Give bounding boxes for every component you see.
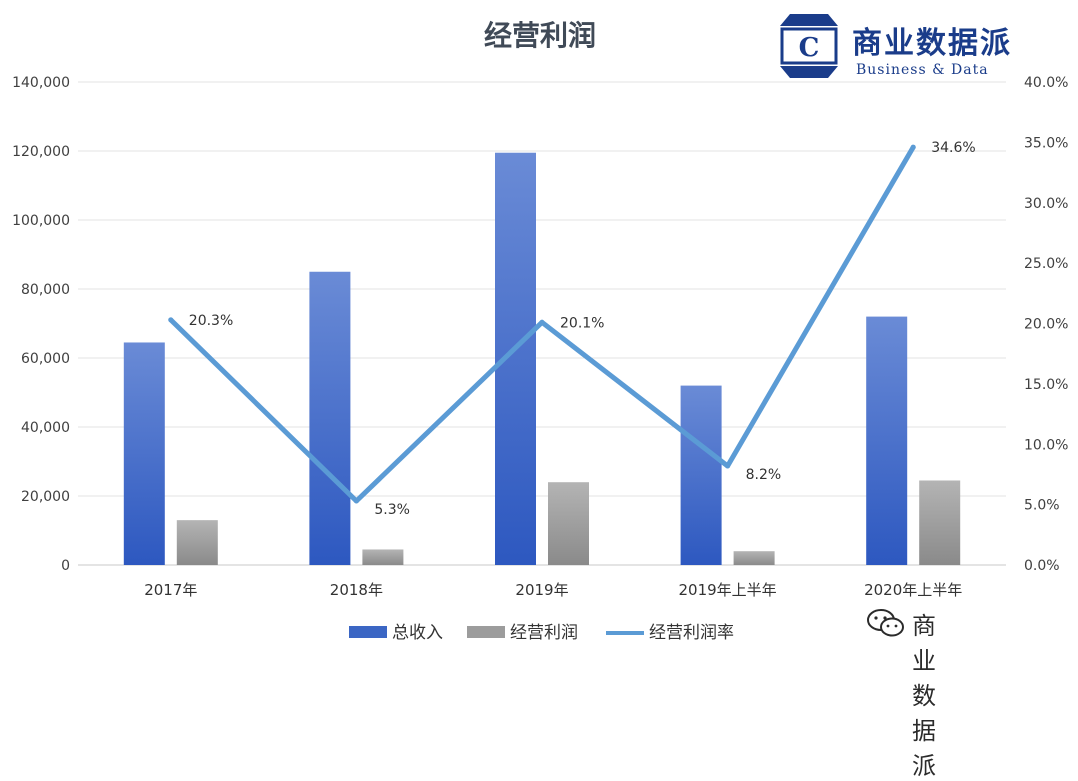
x-tick-label: 2017年 — [144, 581, 197, 599]
watermark-text: 商业数据派 — [912, 612, 936, 780]
legend-label-revenue: 总收入 — [392, 623, 443, 643]
line-point — [725, 463, 731, 469]
data-label-margin: 5.3% — [374, 502, 410, 518]
logo-name: 商业数据派 — [852, 26, 1012, 61]
data-label-margin: 34.6% — [931, 140, 975, 156]
legend-swatch-margin — [606, 631, 644, 635]
y-right-tick-label: 15.0% — [1024, 377, 1068, 393]
wechat-icon — [867, 609, 904, 637]
y-right-tick-label: 20.0% — [1024, 317, 1068, 333]
data-label-margin: 20.1% — [560, 315, 604, 331]
y-left-tick-label: 40,000 — [21, 420, 70, 436]
line-point — [168, 317, 174, 323]
brand-logo: C 商业数据派 Business & Data — [776, 12, 1066, 82]
bar-profit — [362, 549, 404, 565]
y-left-tick-label: 80,000 — [21, 282, 70, 298]
y-right-tick-label: 10.0% — [1024, 437, 1068, 453]
y-left-tick-label: 60,000 — [21, 351, 70, 367]
x-tick-label: 2019年上半年 — [679, 581, 777, 599]
bar-profit — [176, 520, 218, 565]
bar-profit — [919, 480, 961, 565]
y-right-tick-label: 0.0% — [1024, 558, 1060, 574]
bar-revenue — [680, 385, 722, 565]
bar-revenue — [866, 316, 908, 565]
y-right-tick-label: 35.0% — [1024, 135, 1068, 151]
legend-swatch-revenue — [349, 626, 387, 638]
logo-subtitle: Business & Data — [856, 62, 989, 78]
x-tick-label: 2020年上半年 — [864, 581, 962, 599]
data-label-margin: 8.2% — [746, 467, 782, 483]
bar-profit — [733, 551, 775, 565]
y-left-tick-label: 140,000 — [12, 75, 70, 91]
data-label-margin: 20.3% — [189, 313, 233, 329]
legend-swatch-profit — [467, 626, 505, 638]
y-left-tick-label: 120,000 — [12, 144, 70, 160]
y-right-tick-label: 40.0% — [1024, 75, 1068, 91]
y-left-tick-label: 0 — [61, 558, 70, 574]
line-point — [353, 498, 359, 504]
logo-letter: C — [799, 33, 820, 63]
y-right-tick-label: 30.0% — [1024, 196, 1068, 212]
logo-mark-icon: C — [780, 14, 838, 78]
y-left-tick-label: 100,000 — [12, 213, 70, 229]
legend-label-margin: 经营利润率 — [649, 623, 734, 643]
x-tick-label: 2018年 — [330, 581, 383, 599]
chart-title: 经营利润 — [483, 19, 596, 52]
bar-revenue — [123, 342, 165, 565]
bar-revenue — [309, 271, 351, 565]
x-tick-label: 2019年 — [515, 581, 568, 599]
bar-profit — [548, 482, 589, 565]
legend-label-profit: 经营利润 — [510, 623, 578, 643]
y-right-tick-label: 25.0% — [1024, 256, 1068, 272]
y-right-tick-label: 5.0% — [1024, 498, 1060, 514]
line-point — [539, 319, 545, 325]
line-point — [910, 144, 916, 150]
chart: 0 20,000 40,000 60,000 80,000 100,000 120,000 1… — [12, 75, 1068, 599]
y-left-tick-label: 20,000 — [21, 489, 70, 505]
